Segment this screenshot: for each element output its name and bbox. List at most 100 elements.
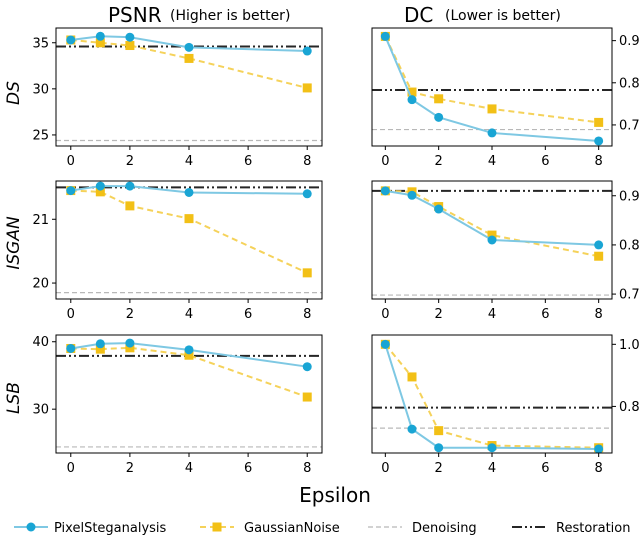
point-gaussiannoise-ds-dc-3 bbox=[487, 104, 497, 114]
legend-marker-pixelsteganalysis bbox=[26, 522, 36, 532]
column-title-psnr: PSNR (Higher is better) bbox=[108, 3, 290, 27]
point-pixelsteganalysis-isgan-dc-2 bbox=[434, 204, 444, 214]
point-pixelsteganalysis-ds-psnr-3 bbox=[184, 42, 194, 52]
series-line-gaussiannoise-lsb-psnr bbox=[70, 346, 308, 398]
point-pixelsteganalysis-isgan-dc-3 bbox=[487, 235, 497, 245]
legend: PixelSteganalysis GaussianNoise Denoisin… bbox=[14, 521, 630, 536]
point-gaussiannoise-lsb-dc-2 bbox=[434, 426, 444, 436]
point-pixelsteganalysis-isgan-psnr-1 bbox=[95, 181, 105, 191]
point-gaussiannoise-isgan-psnr-1 bbox=[95, 187, 105, 197]
x-tick-label-lsb-dc-8: 8 bbox=[595, 461, 603, 476]
x-tick-label-isgan-psnr-4: 4 bbox=[185, 307, 193, 322]
y-tick-label-lsb-psnr-30: 30 bbox=[32, 403, 49, 418]
row-label-ds: DS bbox=[4, 81, 24, 105]
x-tick-label-ds-psnr-2: 2 bbox=[126, 154, 134, 169]
x-tick-label-lsb-dc-2: 2 bbox=[435, 461, 443, 476]
y-tick-label-isgan-dc-0.7: 0.7 bbox=[619, 288, 640, 303]
point-gaussiannoise-isgan-psnr-3 bbox=[184, 214, 194, 224]
x-tick-label-ds-psnr-0: 0 bbox=[67, 154, 75, 169]
point-pixelsteganalysis-isgan-psnr-2 bbox=[125, 181, 135, 191]
y-tick-label-isgan-psnr-20: 20 bbox=[32, 277, 49, 292]
panel-ds-dc: 0 2 4 6 8 0.7 0.8 0.9 bbox=[371, 27, 640, 169]
column-title-dc: DC (Lower is better) bbox=[404, 3, 561, 27]
column-subtitle-psnr: (Higher is better) bbox=[170, 8, 290, 24]
y-tick-label-ds-dc-0.7: 0.7 bbox=[619, 118, 640, 133]
x-tick-label-isgan-dc-0: 0 bbox=[381, 307, 389, 322]
point-gaussiannoise-ds-psnr-3 bbox=[184, 53, 194, 63]
point-gaussiannoise-isgan-dc-3 bbox=[487, 230, 497, 240]
y-tick-label-ds-psnr-35: 35 bbox=[32, 36, 49, 51]
legend-label-gaussiannoise: GaussianNoise bbox=[244, 521, 340, 536]
y-tick-label-ds-psnr-30: 30 bbox=[32, 82, 49, 97]
legend-item-pixelsteganalysis: PixelSteganalysis bbox=[14, 521, 167, 536]
point-pixelsteganalysis-lsb-dc-1 bbox=[407, 424, 417, 434]
x-tick-label-lsb-dc-0: 0 bbox=[381, 461, 389, 476]
point-pixelsteganalysis-ds-psnr-4 bbox=[302, 46, 312, 56]
legend-label-denoising: Denoising bbox=[412, 521, 477, 536]
x-tick-label-lsb-psnr-8: 8 bbox=[303, 461, 311, 476]
x-tick-label-lsb-dc-6: 6 bbox=[541, 461, 549, 476]
point-pixelsteganalysis-isgan-psnr-4 bbox=[302, 189, 312, 199]
panel-lsb-dc: 0 2 4 6 8 0.8 1.0 bbox=[371, 334, 640, 476]
y-tick-label-lsb-psnr-40: 40 bbox=[32, 335, 49, 350]
series-line-pixelsteganalysis-ds-dc bbox=[384, 36, 599, 142]
y-tick-label-ds-dc-0.9: 0.9 bbox=[619, 34, 640, 49]
panel-isgan-psnr: 0 2 4 6 8 20 21 bbox=[32, 180, 323, 322]
x-tick-label-ds-psnr-8: 8 bbox=[303, 154, 311, 169]
x-tick-label-ds-dc-8: 8 bbox=[595, 154, 603, 169]
point-pixelsteganalysis-isgan-dc-0 bbox=[380, 186, 390, 196]
point-gaussiannoise-isgan-psnr-4 bbox=[302, 268, 312, 278]
x-tick-label-isgan-dc-8: 8 bbox=[595, 307, 603, 322]
x-tick-label-ds-dc-6: 6 bbox=[541, 154, 549, 169]
x-tick-label-ds-psnr-6: 6 bbox=[244, 154, 252, 169]
x-tick-label-lsb-dc-4: 4 bbox=[488, 461, 496, 476]
point-gaussiannoise-lsb-psnr-3 bbox=[184, 350, 194, 360]
point-gaussiannoise-ds-psnr-1 bbox=[95, 38, 105, 48]
point-pixelsteganalysis-ds-dc-2 bbox=[434, 112, 444, 122]
legend-marker-gaussiannoise bbox=[212, 522, 222, 532]
panel-lsb-psnr: 0 2 4 6 8 30 40 bbox=[32, 334, 323, 476]
point-pixelsteganalysis-ds-psnr-1 bbox=[95, 31, 105, 41]
point-gaussiannoise-ds-psnr-2 bbox=[125, 41, 135, 51]
point-pixelsteganalysis-ds-psnr-0 bbox=[66, 35, 76, 45]
point-gaussiannoise-lsb-dc-1 bbox=[407, 372, 417, 382]
x-axis-label: Epsilon bbox=[299, 483, 371, 507]
point-gaussiannoise-ds-dc-2 bbox=[434, 94, 444, 104]
y-tick-label-lsb-dc-1: 1.0 bbox=[619, 338, 640, 353]
point-gaussiannoise-ds-psnr-4 bbox=[302, 83, 312, 93]
point-pixelsteganalysis-isgan-psnr-3 bbox=[184, 187, 194, 197]
point-gaussiannoise-isgan-psnr-2 bbox=[125, 201, 135, 211]
point-pixelsteganalysis-isgan-dc-4 bbox=[594, 240, 604, 250]
y-tick-label-ds-psnr-25: 25 bbox=[32, 128, 49, 143]
x-tick-label-lsb-psnr-4: 4 bbox=[185, 461, 193, 476]
x-tick-label-isgan-dc-2: 2 bbox=[435, 307, 443, 322]
axes-frame-isgan-psnr bbox=[55, 180, 323, 300]
point-pixelsteganalysis-lsb-psnr-0 bbox=[66, 343, 76, 353]
series-line-gaussiannoise-isgan-psnr bbox=[70, 189, 308, 274]
point-gaussiannoise-ds-dc-1 bbox=[407, 87, 417, 97]
point-pixelsteganalysis-lsb-psnr-1 bbox=[95, 339, 105, 349]
x-tick-label-ds-dc-4: 4 bbox=[488, 154, 496, 169]
x-tick-label-isgan-psnr-8: 8 bbox=[303, 307, 311, 322]
legend-item-restoration: Restoration bbox=[512, 521, 630, 536]
column-title-dc-main: DC bbox=[404, 3, 433, 27]
y-tick-label-isgan-psnr-21: 21 bbox=[32, 213, 49, 228]
point-pixelsteganalysis-lsb-dc-3 bbox=[487, 443, 497, 453]
x-tick-label-ds-psnr-4: 4 bbox=[185, 154, 193, 169]
axes-frame-lsb-dc bbox=[371, 334, 613, 454]
point-pixelsteganalysis-ds-psnr-2 bbox=[125, 32, 135, 42]
x-tick-label-lsb-psnr-0: 0 bbox=[67, 461, 75, 476]
point-pixelsteganalysis-isgan-dc-1 bbox=[407, 190, 417, 200]
point-pixelsteganalysis-ds-dc-1 bbox=[407, 95, 417, 105]
legend-item-denoising: Denoising bbox=[368, 521, 477, 536]
point-gaussiannoise-lsb-psnr-2 bbox=[125, 343, 135, 353]
point-pixelsteganalysis-lsb-psnr-3 bbox=[184, 345, 194, 355]
point-gaussiannoise-isgan-dc-4 bbox=[594, 251, 604, 261]
y-tick-label-isgan-dc-0.9: 0.9 bbox=[619, 189, 640, 204]
series-line-gaussiannoise-isgan-dc bbox=[385, 189, 599, 258]
x-tick-label-isgan-psnr-2: 2 bbox=[126, 307, 134, 322]
legend-item-gaussiannoise: GaussianNoise bbox=[200, 521, 340, 536]
series-line-pixelsteganalysis-lsb-dc bbox=[384, 344, 599, 450]
x-tick-label-ds-dc-2: 2 bbox=[435, 154, 443, 169]
